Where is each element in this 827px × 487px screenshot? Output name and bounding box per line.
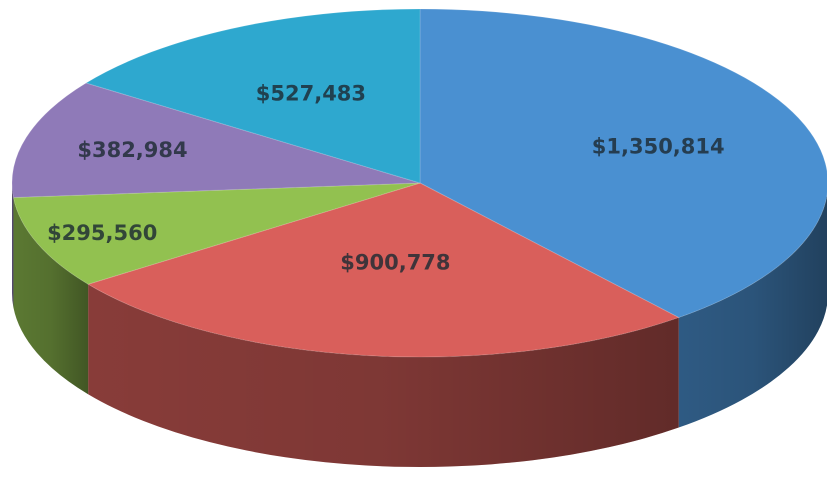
data-label-3: $382,984 [77, 138, 187, 162]
pie-side-walls [12, 183, 827, 468]
pie-side-shading-2 [13, 197, 89, 395]
pie-slice-1 [86, 182, 680, 358]
pie-slice-2 [12, 182, 421, 285]
pie-side-shading-1 [88, 284, 679, 468]
pie-side-shading-3 [12, 183, 14, 308]
data-label-1: $900,778 [340, 250, 450, 274]
pie-slice-4 [84, 8, 421, 184]
data-label-0: $1,350,814 [592, 135, 725, 159]
data-label-2: $295,560 [47, 221, 157, 245]
pie-top-faces [11, 8, 827, 358]
data-label-4: $527,483 [256, 82, 366, 106]
pie-slice-3 [11, 82, 421, 199]
pie-side-shading-0 [678, 194, 827, 428]
pie-data-labels: $1,350,814 $900,778 $295,560 $382,984 $527,4… [47, 82, 725, 275]
pie-slice-0 [419, 8, 827, 319]
